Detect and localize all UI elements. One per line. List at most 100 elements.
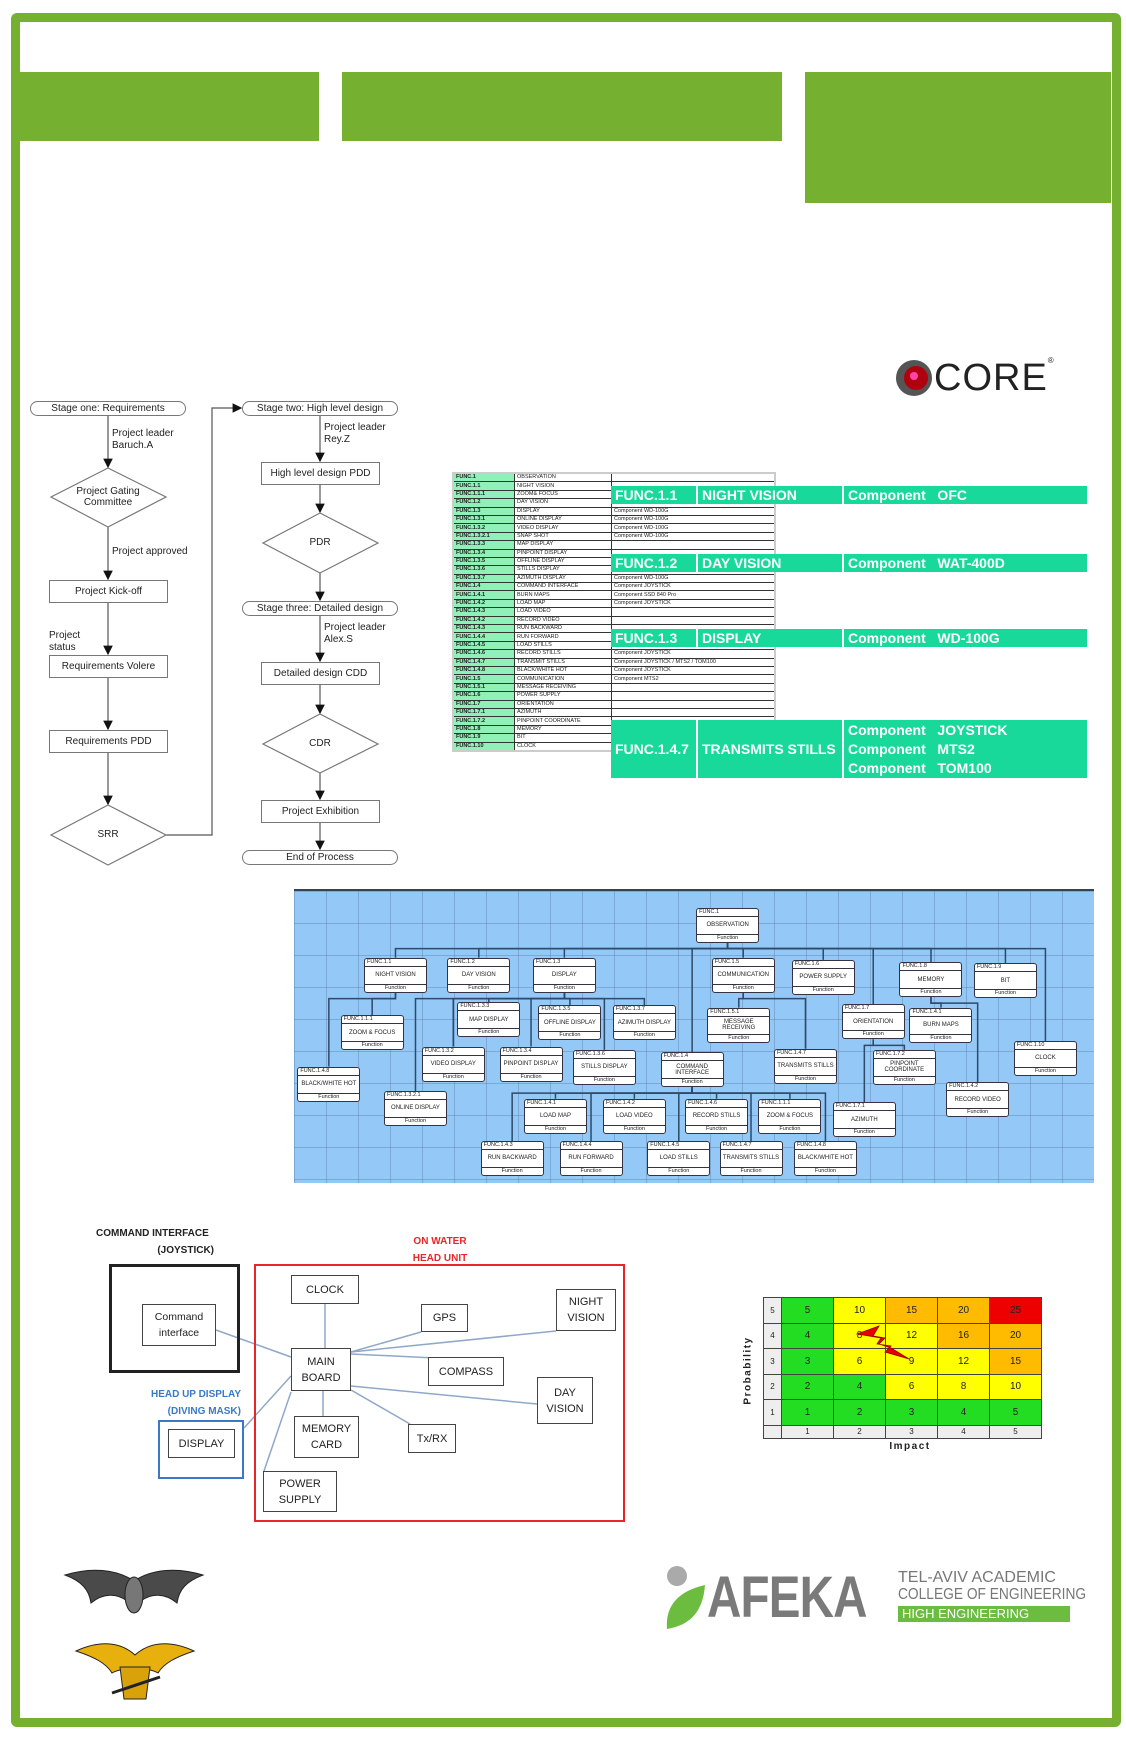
tree-connector — [394, 942, 729, 958]
function-node-id: FUNC.1.4.2 — [603, 1100, 665, 1108]
function-name-cell: RUN FORWARD — [514, 632, 612, 642]
function-node-name: ZOOM & FOCUS — [766, 1113, 814, 1120]
function-id-cell: FUNC.1.4.8 — [452, 665, 515, 676]
function-node: FUNC.1.5.1 MESSAGE RECEIVING Function — [707, 1007, 771, 1043]
function-node-name: ORIENTATION — [853, 1018, 894, 1025]
function-node-name: MESSAGE RECEIVING — [722, 1019, 756, 1032]
function-name-cell: ORIENTATION — [514, 699, 612, 709]
exhibition-box: Project Exhibition — [261, 800, 380, 823]
function-id-cell: FUNC.1.4.5 — [452, 640, 515, 651]
bat-wings-emblem-icon — [63, 1569, 205, 1614]
function-node-type: Function — [500, 1072, 562, 1081]
function-node-name: AZIMUTH — [850, 1116, 878, 1123]
function-node: FUNC.1.4.1 LOAD MAP Function — [523, 1098, 587, 1134]
function-node-name: DISPLAY — [551, 972, 577, 979]
function-node-type: Function — [533, 983, 595, 992]
core-logo: CORE ® — [894, 356, 1054, 400]
function-node-id: FUNC.1.5.1 — [708, 1009, 770, 1017]
function-node-type: Function — [422, 1072, 484, 1081]
leader-baruch-note: Project leader Baruch.A — [112, 428, 174, 451]
function-name-cell: BIT — [514, 733, 612, 743]
function-node-id: FUNC.1.4.6 — [686, 1100, 748, 1108]
clock-box: CLOCK — [291, 1275, 359, 1304]
function-node-id: FUNC.1.3.3 — [458, 1003, 520, 1012]
function-id-cell: FUNC.1 — [452, 472, 515, 483]
function-node-id: FUNC.1.4.2 — [947, 1083, 1009, 1092]
risk-cell: 3 — [781, 1348, 834, 1375]
risk-cell: 20 — [989, 1322, 1042, 1349]
function-node-type: Function — [1014, 1066, 1076, 1075]
requirement-row: FUNC.1.4.6 RECORD STILLS Component JOYSTIC… — [452, 649, 776, 659]
function-name-cell: NIGHT VISION — [514, 481, 612, 491]
function-node: FUNC.1.1 NIGHT VISION Function — [363, 957, 427, 993]
function-node-type: Function — [842, 1030, 904, 1038]
head-unit-subtitle: HEAD UNIT — [412, 1253, 468, 1264]
risk-cell: 16 — [937, 1322, 990, 1349]
function-name-cell: ONLINE DISPLAY — [514, 514, 612, 525]
poster-frame — [11, 13, 1121, 1727]
function-id-cell: FUNC.1.1 — [452, 481, 515, 491]
function-node-name: COMMAND INTERFACE — [675, 1063, 709, 1076]
function-node-id: FUNC.1.8 — [900, 963, 962, 972]
component-cell: Component JOYSTICK — [611, 582, 776, 592]
function-name-cell: POWER SUPPLY — [514, 691, 612, 701]
head-unit-title: ON WATER — [413, 1236, 467, 1247]
function-node-id: FUNC.1 — [697, 909, 759, 917]
gps-box: GPS — [421, 1304, 468, 1332]
function-node-id: FUNC.1.4.3 — [481, 1142, 543, 1150]
requirement-row: FUNC.1.4.7 TRANSMIT STILLS Component JOYST… — [452, 657, 776, 668]
function-node: FUNC.1.3.5 OFFLINE DISPLAY Function — [538, 1005, 602, 1041]
function-id-cell: FUNC.1.3.7 — [452, 573, 515, 584]
function-node-name: MAP DISPLAY — [469, 1016, 509, 1023]
requirement-row: FUNC.1 OBSERVATION — [452, 472, 776, 483]
tree-connector — [563, 942, 729, 958]
function-node-type: Function — [792, 985, 854, 994]
function-node: FUNC.1.3.3 MAP DISPLAY Function — [457, 1002, 521, 1038]
tree-connector — [742, 992, 807, 1049]
function-node-id: FUNC.1.4.8 — [298, 1068, 360, 1076]
requirement-row: FUNC.1.3.4 PINPOINT DISPLAY — [452, 548, 776, 558]
requirement-row: FUNC.1.3.7 AZIMUTH DISPLAY Component WD-10… — [452, 573, 776, 584]
function-node-name: NIGHT VISION — [375, 972, 416, 979]
probability-tick: 5 — [763, 1297, 782, 1324]
tree-connector — [872, 1039, 906, 1050]
function-id-cell: FUNC.1.4.3 — [452, 624, 515, 634]
night-vision-box: NIGHT VISION — [556, 1289, 616, 1331]
function-node: FUNC.1.8 MEMORY Function — [899, 962, 963, 998]
function-node: FUNC.1.4.8 BLACK/WHITE HOT Function — [297, 1066, 361, 1102]
function-node: FUNC.1.7.2 PINPOINT COORDINATE Function — [872, 1049, 936, 1085]
function-node-type: Function — [458, 1028, 520, 1036]
function-node-type: Function — [947, 1108, 1009, 1116]
function-id-cell: FUNC.1.8 — [452, 724, 515, 735]
core-logo-mark: ® — [1047, 356, 1054, 365]
band-component: Component OFC — [844, 486, 1089, 504]
function-node-name: TRANSMITS STILLS — [777, 1063, 834, 1070]
function-node-type: Function — [539, 1031, 601, 1039]
requirement-row: FUNC.1.3.3 MAP DISPLAY — [452, 540, 776, 550]
function-id-cell: FUNC.1.4.4 — [452, 632, 515, 642]
component-cell: Component WD-100G — [611, 514, 776, 525]
risk-cell: 20 — [937, 1297, 990, 1324]
function-node-name: DAY VISION — [461, 972, 496, 979]
function-node: FUNC.1.4.3 RUN BACKWARD Function — [480, 1140, 544, 1176]
function-id-cell: FUNC.1.10 — [452, 741, 515, 752]
req-pdd-box: Requirements PDD — [49, 730, 168, 753]
pdr-label: PDR — [309, 537, 331, 548]
stage-one-terminator: Stage one: Requirements — [30, 401, 186, 416]
hl-pdd-box: High level design PDD — [261, 462, 380, 485]
band-function-name: NIGHT VISION — [698, 486, 844, 504]
risk-cell: 4 — [937, 1399, 990, 1426]
function-node-type: Function — [573, 1075, 635, 1084]
function-id-cell: FUNC.1.4.3 — [452, 607, 515, 617]
function-node-type: Function — [524, 1124, 586, 1133]
function-node-name: ONLINE DISPLAY — [391, 1105, 440, 1112]
function-tree: FUNC.1 OBSERVATION Function FUNC.1.1 NIGHT V… — [294, 889, 1094, 1183]
component-cell — [611, 691, 776, 701]
component-cell — [611, 707, 776, 718]
volere-box: Requirements Volere — [49, 655, 168, 678]
requirement-row: FUNC.1.6 POWER SUPPLY — [452, 691, 776, 701]
function-id-cell: FUNC.1.3.4 — [452, 548, 515, 558]
function-name-cell: BURN MAPS — [514, 590, 612, 600]
function-node-id: FUNC.1.1.1 — [759, 1100, 821, 1108]
requirement-row: FUNC.1.4.2 LOAD MAP Component JOYSTICK — [452, 598, 776, 609]
